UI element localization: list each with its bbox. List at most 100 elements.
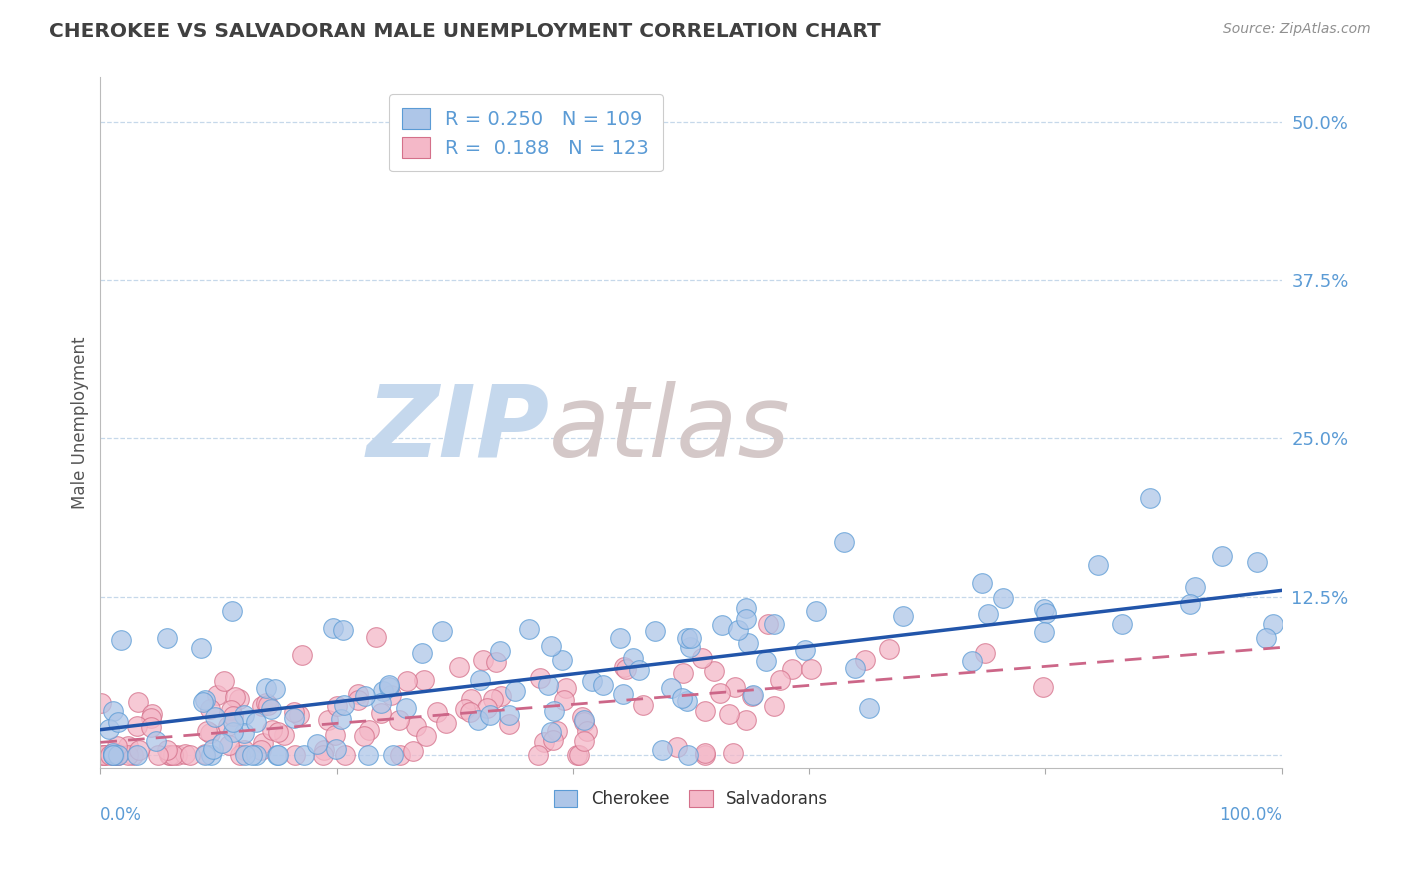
Point	[415, 730, 437, 744]
Point	[471, 653, 494, 667]
Point	[260, 723, 283, 737]
Point	[325, 742, 347, 756]
Point	[651, 743, 673, 757]
Point	[101, 704, 124, 718]
Point	[357, 747, 380, 762]
Point	[252, 699, 274, 714]
Point	[1256, 631, 1278, 645]
Point	[454, 702, 477, 716]
Point	[458, 706, 481, 720]
Point	[260, 702, 283, 716]
Point	[264, 682, 287, 697]
Point	[101, 747, 124, 761]
Point	[498, 717, 520, 731]
Point	[475, 701, 498, 715]
Point	[769, 673, 792, 687]
Point	[460, 691, 482, 706]
Point	[284, 747, 307, 762]
Point	[571, 710, 593, 724]
Text: ZIP: ZIP	[367, 381, 550, 478]
Point	[574, 714, 596, 729]
Point	[536, 678, 558, 692]
Point	[533, 735, 555, 749]
Point	[717, 707, 740, 722]
Point	[877, 642, 900, 657]
Point	[690, 651, 713, 665]
Point	[245, 714, 267, 729]
Point	[976, 607, 998, 621]
Text: 0.0%: 0.0%	[100, 805, 142, 823]
Point	[447, 660, 470, 674]
Point	[402, 744, 425, 758]
Point	[676, 694, 699, 708]
Point	[540, 725, 562, 739]
Point	[543, 704, 565, 718]
Point	[1178, 597, 1201, 611]
Point	[370, 696, 392, 710]
Point	[794, 643, 817, 657]
Point	[288, 707, 311, 722]
Point	[191, 696, 214, 710]
Point	[283, 711, 305, 725]
Point	[346, 692, 368, 706]
Point	[672, 665, 695, 680]
Point	[430, 624, 453, 638]
Point	[173, 747, 195, 761]
Point	[322, 621, 344, 635]
Point	[575, 723, 598, 738]
Point	[553, 692, 575, 706]
Point	[162, 747, 184, 762]
Point	[962, 654, 984, 668]
Point	[217, 719, 239, 733]
Point	[679, 631, 702, 645]
Point	[378, 681, 401, 695]
Point	[467, 713, 489, 727]
Point	[581, 674, 603, 689]
Point	[671, 691, 693, 706]
Point	[388, 714, 411, 728]
Point	[703, 664, 725, 678]
Point	[806, 604, 828, 618]
Point	[735, 600, 758, 615]
Point	[233, 725, 256, 739]
Point	[105, 739, 128, 753]
Point	[166, 747, 188, 762]
Point	[371, 684, 394, 698]
Point	[498, 707, 520, 722]
Point	[233, 708, 256, 723]
Point	[574, 714, 596, 728]
Point	[326, 699, 349, 714]
Point	[198, 702, 221, 716]
Point	[1211, 549, 1233, 563]
Point	[194, 692, 217, 706]
Point	[482, 692, 505, 706]
Point	[527, 747, 550, 762]
Point	[312, 743, 335, 757]
Point	[858, 701, 880, 715]
Point	[233, 743, 256, 757]
Point	[266, 747, 288, 762]
Point	[194, 747, 217, 761]
Point	[763, 616, 786, 631]
Point	[1032, 680, 1054, 694]
Point	[229, 747, 252, 762]
Point	[107, 747, 129, 762]
Point	[709, 686, 731, 700]
Point	[267, 747, 290, 762]
Point	[412, 673, 434, 688]
Point	[107, 714, 129, 729]
Point	[991, 591, 1014, 605]
Text: Source: ZipAtlas.com: Source: ZipAtlas.com	[1223, 22, 1371, 37]
Point	[800, 662, 823, 676]
Point	[554, 681, 576, 695]
Point	[329, 712, 352, 726]
Point	[378, 678, 401, 692]
Point	[110, 633, 132, 648]
Point	[644, 624, 666, 638]
Point	[1087, 558, 1109, 572]
Point	[179, 747, 201, 762]
Point	[121, 747, 143, 762]
Point	[332, 623, 354, 637]
Point	[737, 636, 759, 650]
Point	[762, 698, 785, 713]
